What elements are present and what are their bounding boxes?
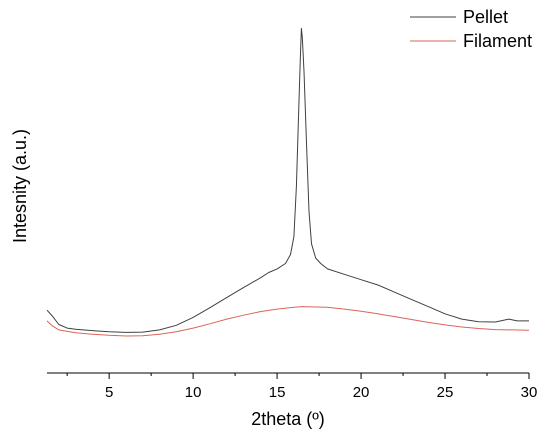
x-tick-label-15: 15 <box>269 384 286 401</box>
legend-label-filament: Filament <box>463 31 532 51</box>
legend: Pellet Filament <box>410 7 532 51</box>
x-axis-title: 2theta (º) <box>251 409 325 429</box>
x-tick-label-25: 25 <box>437 384 454 401</box>
legend-label-pellet: Pellet <box>463 7 508 27</box>
x-tick-label-10: 10 <box>185 384 202 401</box>
x-tick-label-5: 5 <box>105 384 113 401</box>
x-tick-label-20: 20 <box>353 384 370 401</box>
x-tick-label-30: 30 <box>521 384 538 401</box>
y-axis-title: Intesnity (a.u.) <box>10 129 30 243</box>
x-axis-ticks: 5 10 15 20 25 30 <box>66 373 538 401</box>
series-line-filament <box>46 306 530 337</box>
series-layer <box>46 27 530 337</box>
series-line-pellet <box>46 27 529 333</box>
